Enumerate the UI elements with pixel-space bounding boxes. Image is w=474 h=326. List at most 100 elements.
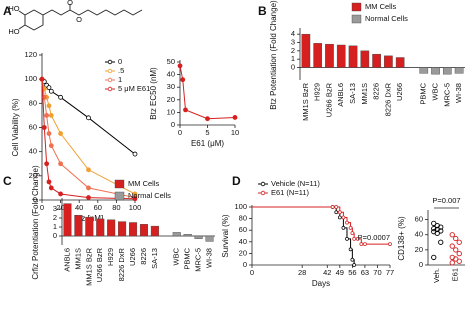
- legend-swatch: [351, 2, 362, 12]
- y-tick-label: 2: [291, 46, 295, 55]
- data-point: [345, 237, 349, 241]
- legend-swatch: [351, 14, 362, 24]
- legend-marker: [107, 86, 113, 92]
- y-tick-label: 0: [291, 62, 295, 71]
- legend-swatch: [114, 191, 125, 201]
- y-tick-label: 10: [167, 107, 175, 116]
- y-axis-label: Crfiz Potentiation (Fold Change): [31, 165, 40, 280]
- y-tick-label: 0: [53, 231, 57, 240]
- data-point: [58, 161, 63, 167]
- x-tick-label: 42: [323, 268, 331, 277]
- data-point: [132, 151, 138, 157]
- y-tick-label: 20: [29, 171, 37, 180]
- x-tick-label: 60: [94, 203, 102, 212]
- data-point: [431, 254, 437, 261]
- legend-label: 1: [118, 75, 122, 84]
- bar: [74, 215, 83, 237]
- x-tick-label: 0: [250, 268, 254, 277]
- x-tick-label: PBMC: [183, 247, 192, 269]
- x-tick-label: WI-38: [205, 248, 214, 268]
- data-point: [350, 231, 355, 235]
- data-point: [337, 210, 342, 215]
- y-tick-label: 60: [239, 225, 247, 234]
- x-tick-label: 28: [298, 268, 306, 277]
- y-tick-label: 0: [243, 260, 247, 269]
- x-tick-label: MRC-5: [442, 83, 451, 107]
- legend-marker: [107, 77, 113, 83]
- legend-label: 0: [118, 57, 122, 66]
- x-tick-label: 77: [386, 268, 394, 277]
- data-point: [456, 258, 462, 264]
- data-point: [86, 185, 91, 191]
- y-tick-label: 80: [29, 98, 37, 107]
- y-tick-label: 100: [234, 202, 247, 211]
- series-line: [41, 79, 136, 195]
- x-tick-label: 63: [361, 268, 369, 277]
- y-tick-label: 2: [53, 213, 57, 222]
- data-point: [388, 242, 392, 246]
- x-tick-label: SA-13: [348, 83, 357, 104]
- y-tick-label: 3: [53, 204, 57, 213]
- x-tick-label: 49: [336, 268, 344, 277]
- bar: [336, 44, 346, 68]
- data-point: [363, 242, 367, 246]
- legend-label: Normal Cells: [128, 191, 171, 200]
- data-point: [183, 107, 188, 113]
- data-point: [341, 226, 346, 230]
- data-point: [41, 125, 47, 130]
- y-tick-label: 40: [29, 147, 37, 156]
- y-axis-label: CD138+ (%): [397, 216, 406, 261]
- x-axis-label: Days: [312, 279, 330, 288]
- x-tick-label: 56: [348, 268, 356, 277]
- bar: [348, 45, 358, 68]
- data-point: [330, 205, 335, 209]
- bar: [118, 221, 127, 237]
- x-tick-label: U266 BzR: [95, 247, 104, 282]
- data-point: [355, 237, 360, 241]
- data-point: [345, 220, 349, 225]
- data-point: [46, 103, 52, 109]
- y-tick-label: 20: [415, 245, 423, 254]
- x-tick-label: MM1S BzR: [301, 82, 310, 121]
- bar: [384, 55, 393, 68]
- x-tick-label: U266 BzR: [324, 82, 333, 117]
- x-tick-label: E61: [451, 268, 460, 281]
- legend-marker: [260, 181, 266, 187]
- structure-label: O: [67, 0, 73, 7]
- bar: [301, 33, 311, 68]
- data-point: [48, 113, 54, 118]
- bar: [96, 218, 105, 237]
- x-tick-label: SA-13: [150, 248, 159, 269]
- x-tick-label: WI-38: [454, 83, 463, 103]
- x-tick-label: WBC: [172, 247, 181, 265]
- bar: [205, 235, 214, 242]
- data-point: [46, 131, 52, 136]
- data-point: [39, 76, 45, 82]
- y-tick-label: 0: [33, 195, 37, 204]
- data-point: [48, 88, 54, 94]
- legend-marker: [260, 190, 266, 196]
- y-tick-label: 60: [415, 215, 423, 224]
- x-tick-label: 5: [205, 128, 209, 137]
- legend-label: E61 (N=11): [271, 188, 310, 197]
- data-point: [337, 215, 342, 220]
- x-tick-label: 8226: [372, 83, 381, 100]
- bar: [107, 219, 116, 237]
- annotation: P=0.0007: [358, 233, 390, 242]
- data-point: [58, 191, 63, 197]
- data-point: [205, 116, 210, 122]
- data-point: [449, 232, 455, 238]
- bar: [372, 53, 381, 68]
- x-tick-label: 8226: [139, 248, 148, 265]
- x-tick-label: 8226 DxR: [383, 82, 392, 116]
- y-tick-label: 80: [239, 214, 247, 223]
- bar: [442, 67, 452, 75]
- data-point: [341, 215, 346, 220]
- benzene-ring: [24, 9, 44, 31]
- y-axis-label: Survival (%): [221, 214, 230, 257]
- structure-label: HO: [8, 4, 19, 13]
- data-point: [352, 263, 357, 267]
- data-point: [352, 237, 357, 241]
- x-axis-label: E61 (μM): [191, 139, 224, 148]
